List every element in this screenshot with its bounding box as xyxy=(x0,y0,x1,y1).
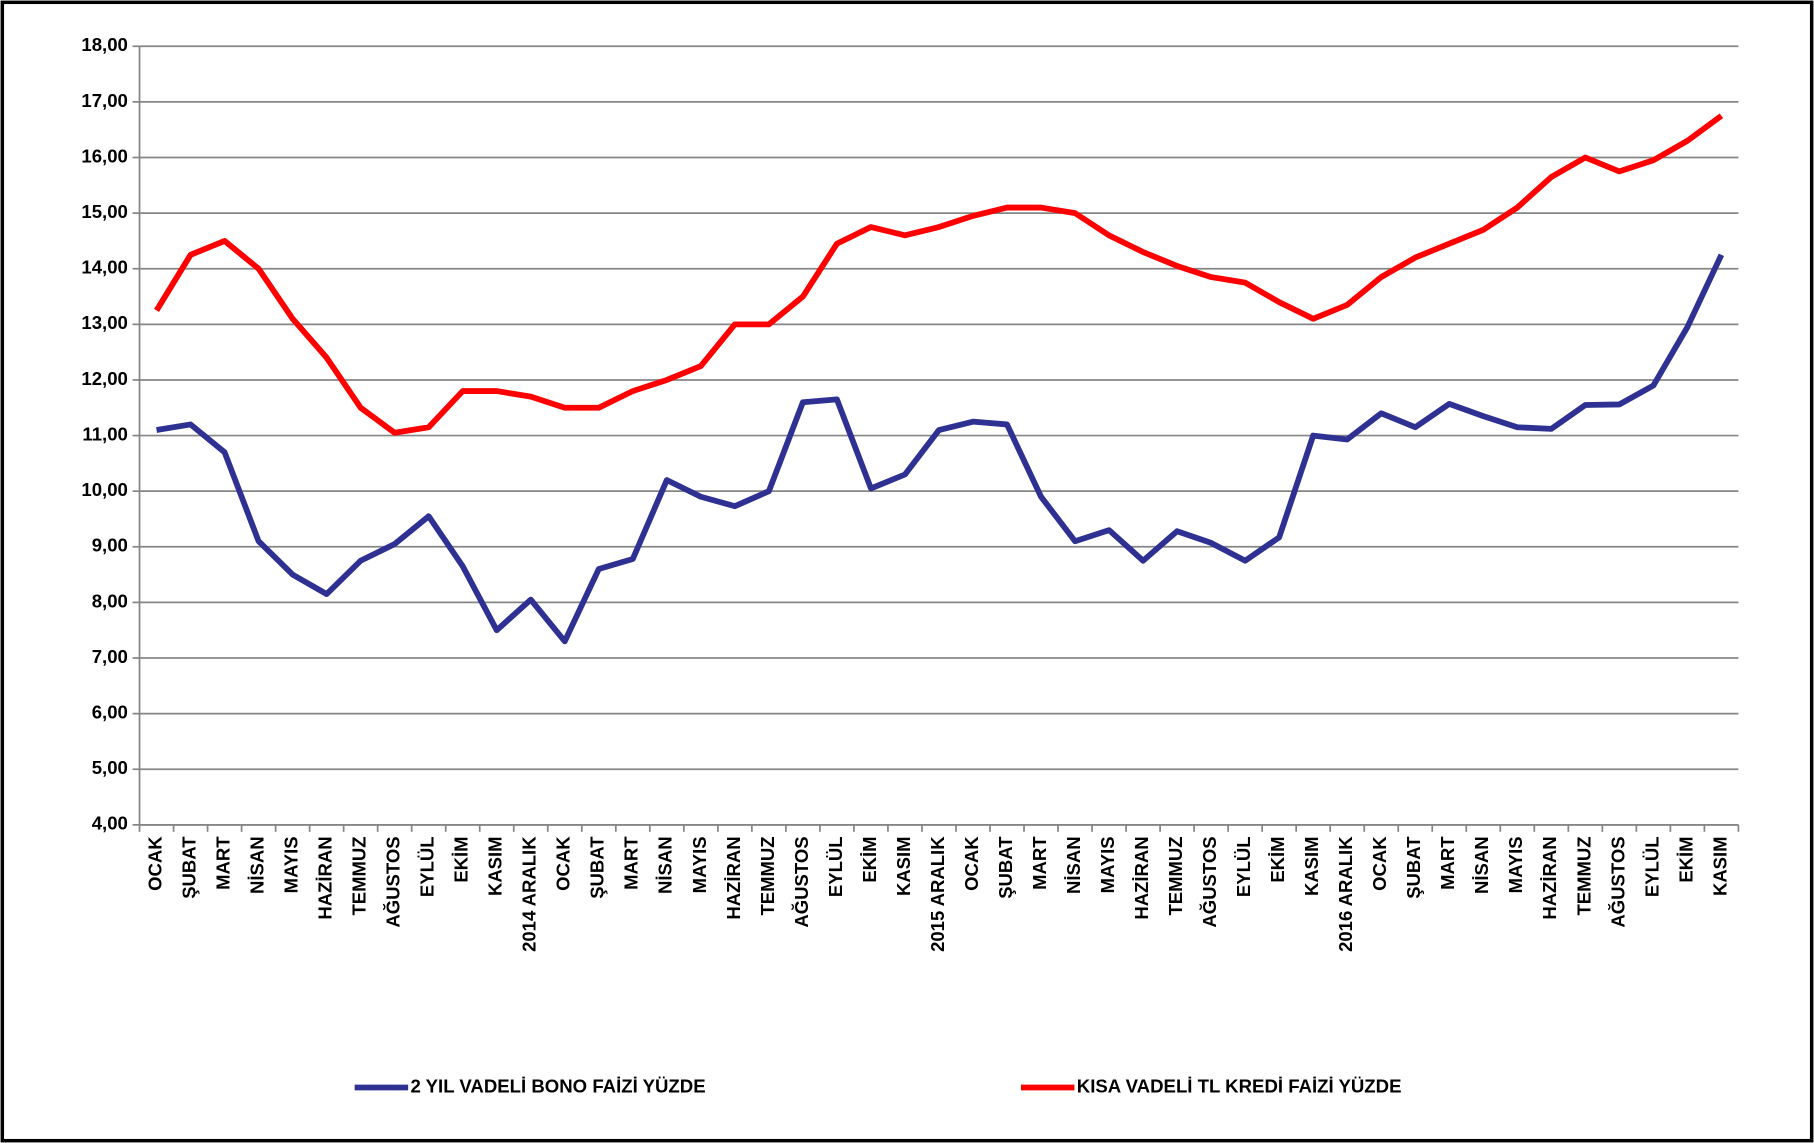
x-tick-label: 2014 ARALIK xyxy=(519,836,540,952)
x-tick-label: KASIM xyxy=(893,836,914,896)
x-tick-label: MART xyxy=(1029,836,1050,890)
x-tick-label: OCAK xyxy=(553,836,574,891)
x-tick-label: TEMMUZ xyxy=(757,836,778,915)
x-tick-label: AĞUSTOS xyxy=(791,836,812,927)
y-tick-label: 5,00 xyxy=(92,757,128,778)
x-tick-label: EKİM xyxy=(451,836,472,882)
y-tick-label: 10,00 xyxy=(81,479,128,500)
x-tick-label: ŞUBAT xyxy=(1403,836,1424,899)
x-tick-label: TEMMUZ xyxy=(349,836,370,915)
x-tick-label: KASIM xyxy=(1301,836,1322,896)
x-tick-label: KASIM xyxy=(1709,836,1730,896)
y-tick-label: 8,00 xyxy=(92,590,128,611)
x-tick-label: EYLÜL xyxy=(417,836,438,897)
x-tick-label: TEMMUZ xyxy=(1165,836,1186,915)
legend-label: KISA VADELİ TL KREDİ FAİZİ YÜZDE xyxy=(1077,1075,1402,1096)
y-tick-label: 15,00 xyxy=(81,201,128,222)
y-tick-label: 14,00 xyxy=(81,257,128,278)
x-tick-label: ŞUBAT xyxy=(587,836,608,899)
x-tick-label: OCAK xyxy=(144,836,165,891)
x-tick-label: EKİM xyxy=(1675,836,1696,882)
x-tick-label: EYLÜL xyxy=(1233,836,1254,897)
x-tick-label: KASIM xyxy=(485,836,506,896)
x-tick-label: HAZİRAN xyxy=(1131,836,1152,919)
y-tick-label: 16,00 xyxy=(81,145,128,166)
x-tick-label: MAYIS xyxy=(1505,836,1526,893)
legend-label: 2 YIL VADELİ BONO FAİZİ YÜZDE xyxy=(410,1075,705,1096)
y-tick-label: 6,00 xyxy=(92,702,128,723)
x-tick-label: NİSAN xyxy=(1063,836,1084,894)
x-tick-label: 2016 ARALIK xyxy=(1335,836,1356,952)
x-tick-label: EKİM xyxy=(1267,836,1288,882)
x-tick-label: HAZİRAN xyxy=(315,836,336,919)
x-tick-label: NİSAN xyxy=(1471,836,1492,894)
x-tick-label: EKİM xyxy=(859,836,880,882)
x-tick-label: ŞUBAT xyxy=(995,836,1016,899)
x-tick-label: HAZİRAN xyxy=(723,836,744,919)
y-tick-label: 12,00 xyxy=(81,368,128,389)
x-tick-label: NİSAN xyxy=(246,836,267,894)
series-line xyxy=(156,253,1725,645)
x-tick-label: OCAK xyxy=(1369,836,1390,891)
x-tick-label: EYLÜL xyxy=(825,836,846,897)
y-tick-label: 7,00 xyxy=(92,646,128,667)
series-line xyxy=(154,113,1724,436)
x-tick-label: OCAK xyxy=(961,836,982,891)
x-tick-label: AĞUSTOS xyxy=(383,836,404,927)
x-tick-label: EYLÜL xyxy=(1641,836,1662,897)
x-tick-label: AĞUSTOS xyxy=(1607,836,1628,927)
y-tick-label: 18,00 xyxy=(81,34,128,55)
x-tick-label: MART xyxy=(621,836,642,890)
x-tick-label: NİSAN xyxy=(655,836,676,894)
x-tick-label: TEMMUZ xyxy=(1573,836,1594,915)
x-tick-label: AĞUSTOS xyxy=(1199,836,1220,927)
x-tick-label: 2015 ARALIK xyxy=(927,836,948,952)
x-tick-label: MAYIS xyxy=(689,836,710,893)
x-tick-label: MAYIS xyxy=(1097,836,1118,893)
y-tick-label: 4,00 xyxy=(92,813,128,834)
y-tick-label: 13,00 xyxy=(81,312,128,333)
x-tick-label: MART xyxy=(1437,836,1458,890)
x-tick-label: MART xyxy=(212,836,233,890)
y-tick-label: 11,00 xyxy=(82,424,128,445)
x-tick-label: ŞUBAT xyxy=(178,836,199,899)
x-tick-label: HAZİRAN xyxy=(1539,836,1560,919)
y-tick-label: 9,00 xyxy=(92,535,128,556)
x-tick-label: MAYIS xyxy=(280,836,301,893)
y-tick-label: 17,00 xyxy=(81,90,128,111)
